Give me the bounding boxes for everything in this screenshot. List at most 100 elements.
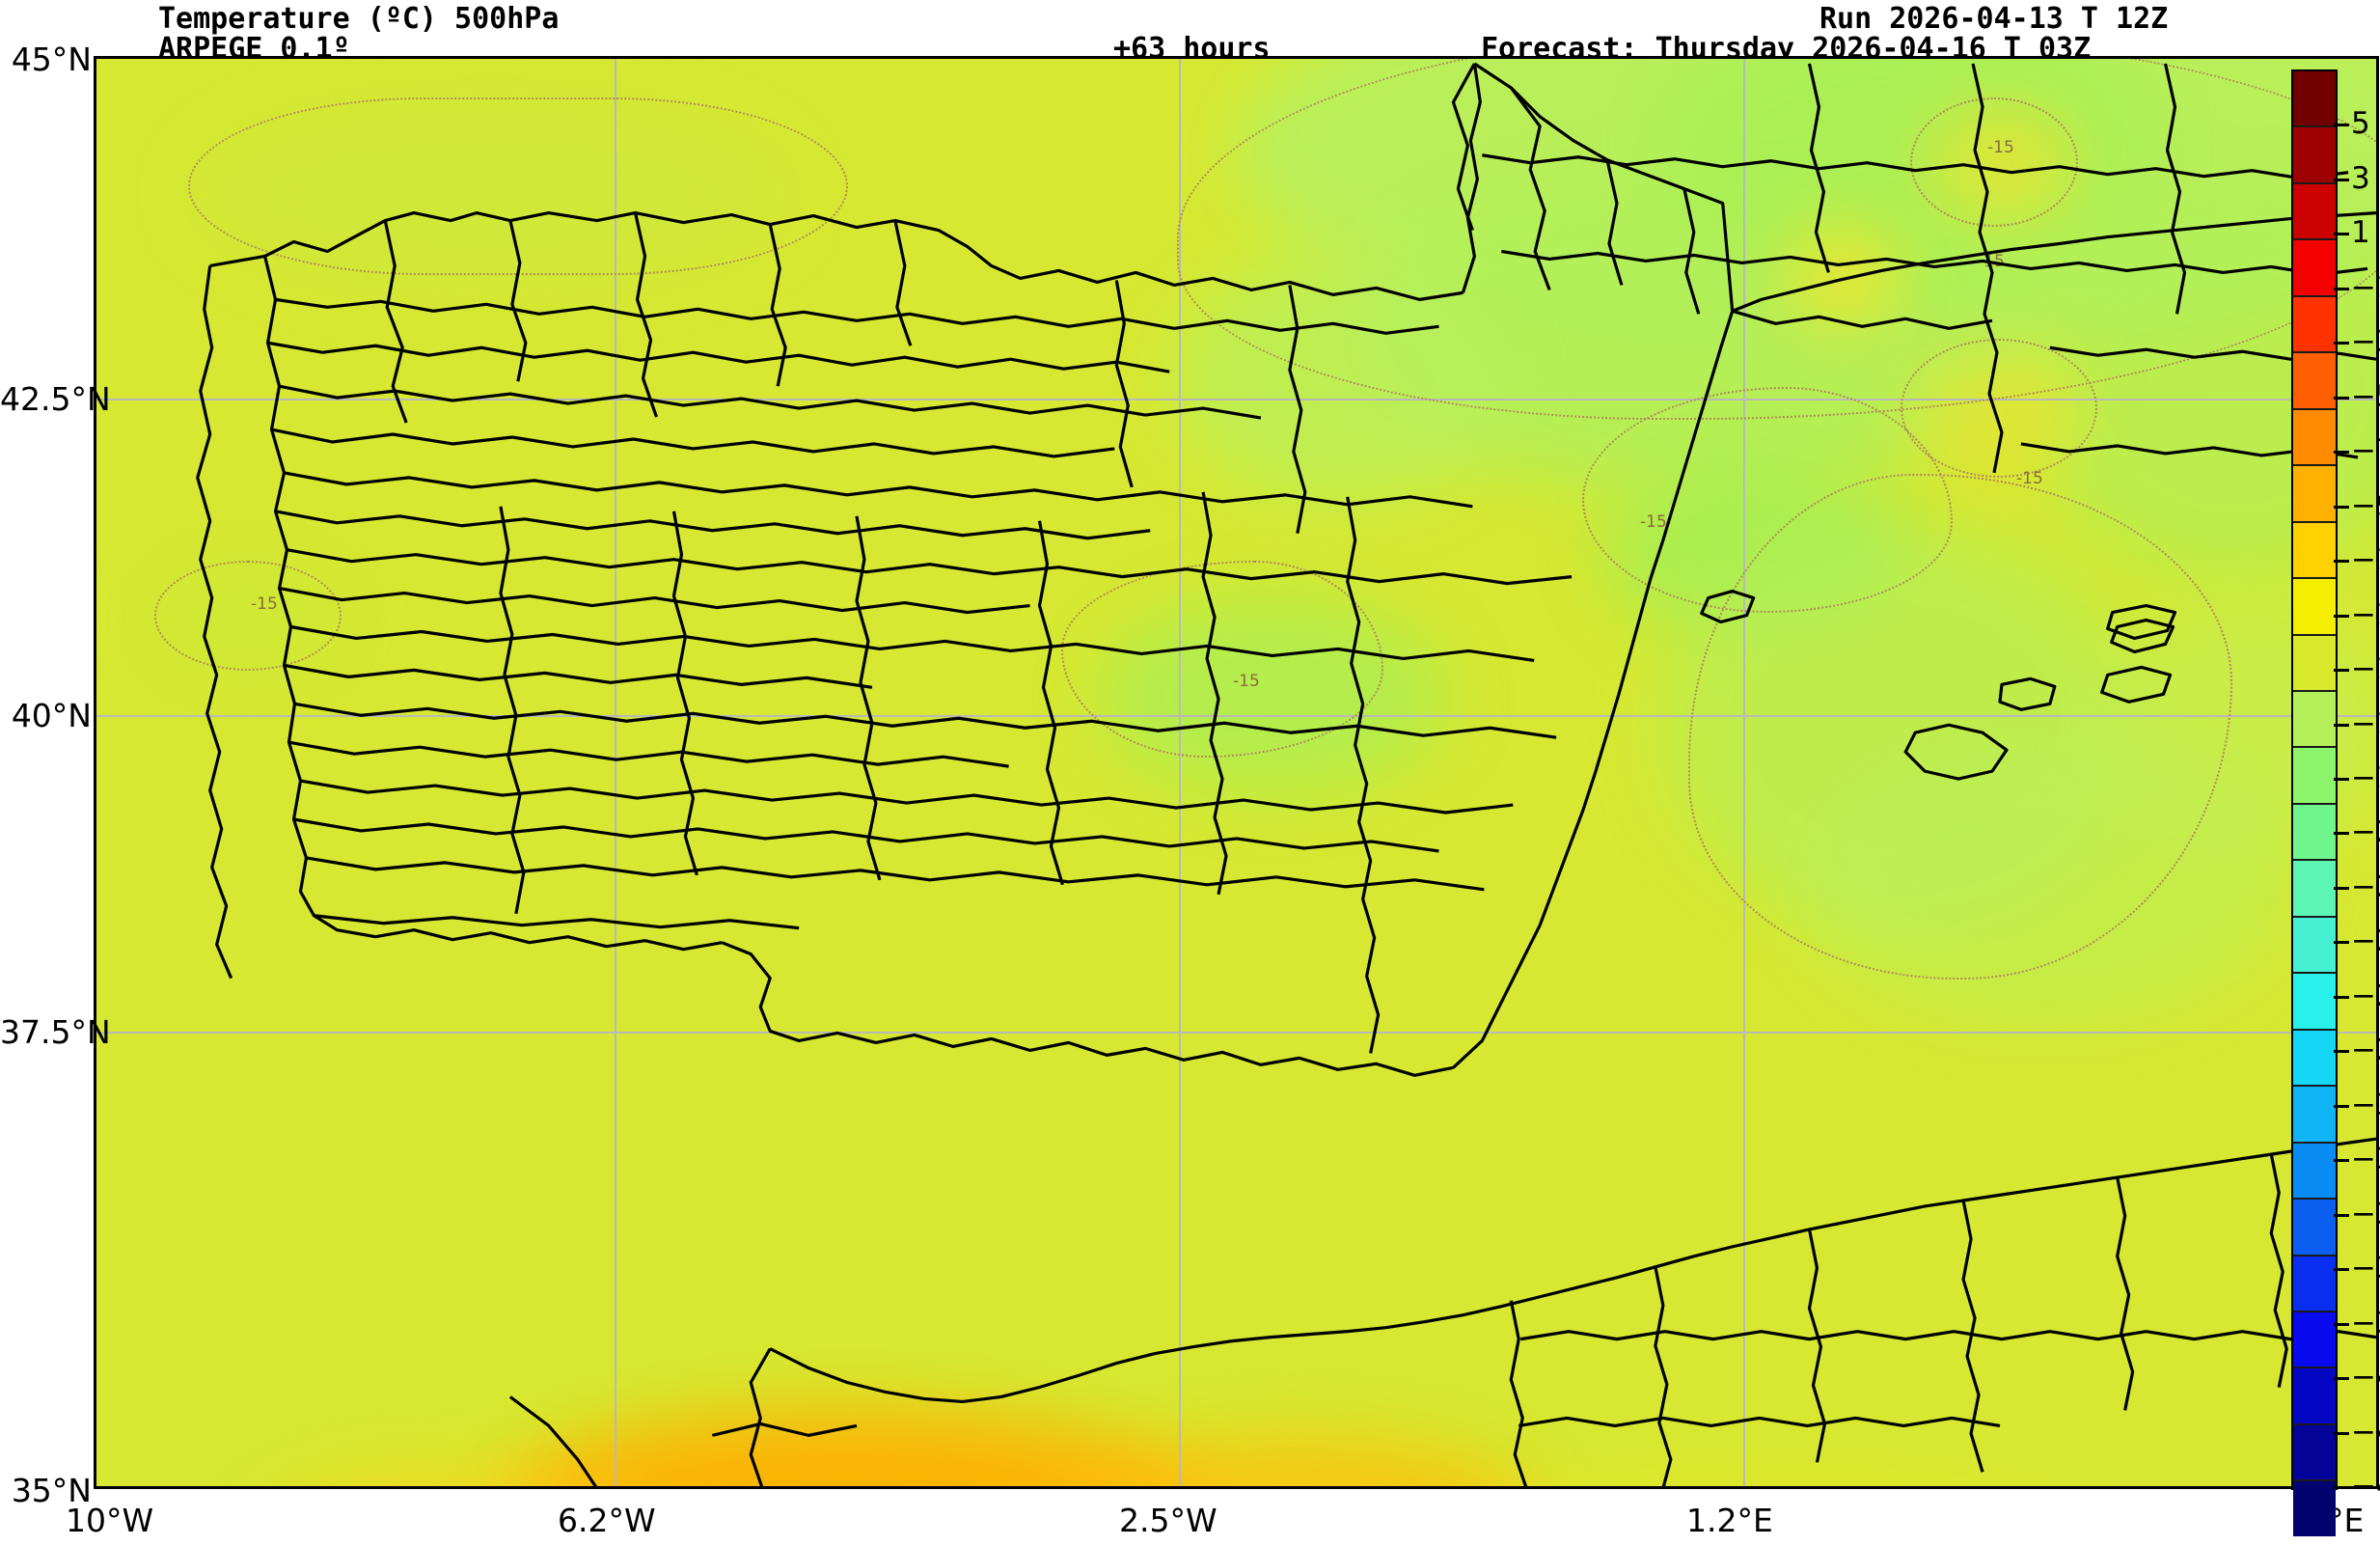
colorbar-tick	[2334, 1268, 2349, 1272]
colorbar-segment	[2293, 1030, 2336, 1088]
colorbar-tick	[2334, 1322, 2349, 1326]
coastline-and-borders	[196, 62, 2376, 1486]
colorbar-tick-label: −1	[2351, 269, 2380, 305]
axis-label-lon: 2.5°W	[1119, 1502, 1217, 1539]
run-label: Run 2026-04-13 T 12Z	[1819, 2, 2169, 36]
contour-label: -15	[1640, 512, 1667, 532]
contour-label: -15	[1233, 672, 1260, 691]
colorbar-tick	[2334, 1486, 2349, 1489]
colorbar-segment	[2293, 296, 2336, 354]
axis-label-lon: 10°W	[66, 1502, 154, 1539]
colorbar-tick-label: −3	[2351, 324, 2380, 360]
colorbar-tick-label: −35	[2351, 1196, 2380, 1231]
colorbar-segment	[2293, 1200, 2336, 1256]
colorbar-segment	[2293, 409, 2336, 467]
colorbar-segment	[2293, 748, 2336, 805]
axis-label-lon: 1.2°E	[1686, 1502, 1773, 1539]
colorbar-tick-label: −5	[2351, 378, 2380, 414]
colorbar-tick-label: −25	[2351, 924, 2380, 959]
colorbar-segment	[2293, 1368, 2336, 1425]
colorbar-tick-label: −33	[2351, 1142, 2380, 1177]
colorbar-segment	[2293, 861, 2336, 918]
colorbar-tick	[2334, 941, 2349, 945]
colorbar-segment	[2293, 240, 2336, 297]
map-plot-area: -15 -15 -15 -15 -15 -15	[94, 56, 2379, 1489]
colorbar-tick	[2334, 832, 2349, 836]
gridline-lon-6-2	[615, 59, 616, 1486]
colorbar-segment	[2293, 635, 2336, 692]
colorbar-tick	[2334, 451, 2349, 455]
colorbar-segment	[2293, 1087, 2336, 1144]
colorbar-segment	[2293, 466, 2336, 523]
contour-label: -15	[1987, 138, 2014, 157]
colorbar-tick-label: −29	[2351, 1033, 2380, 1068]
colorbar-segment	[2293, 1424, 2336, 1482]
axis-label-lat: 35°N	[11, 1472, 92, 1509]
colorbar-tick	[2334, 396, 2349, 400]
colorbar-tick-label: −13	[2351, 596, 2380, 632]
colorbar-tick-label: 5	[2351, 106, 2370, 142]
gridline-lat-37-5	[96, 1032, 2376, 1034]
colorbar-tick-label: −19	[2351, 760, 2380, 795]
gridline-lat-40	[96, 715, 2376, 717]
colorbar-tick	[2334, 287, 2349, 290]
colorbar-tick-label: −45	[2351, 1469, 2380, 1504]
colorbar-tick	[2334, 178, 2349, 181]
axis-label-lat: 37.5°N	[0, 1013, 111, 1051]
colorbar-segment	[2293, 183, 2336, 241]
colorbar-tick-label: −15	[2351, 651, 2380, 687]
colorbar-segment	[2293, 71, 2336, 128]
colorbar-tick-label: 1	[2351, 215, 2370, 251]
colorbar-tick-label: −31	[2351, 1087, 2380, 1122]
colorbar-segment	[2293, 127, 2336, 184]
colorbar-segment	[2293, 1256, 2336, 1312]
colorbar-tick	[2334, 669, 2349, 673]
gridline-lat-42-5	[96, 399, 2376, 400]
colorbar-tick	[2334, 233, 2349, 236]
colorbar-tick	[2334, 1377, 2349, 1381]
colorbar-tick-label: −11	[2351, 542, 2380, 578]
colorbar-tick	[2334, 614, 2349, 618]
colorbar-tick-label: −9	[2351, 487, 2380, 523]
colorbar-tick-label: −41	[2351, 1360, 2380, 1395]
colorbar-tick	[2334, 886, 2349, 890]
chart-header: Temperature (ºC) 500hPa ARPEGE 0.1º +63 …	[0, 0, 2380, 66]
colorbar-tick-label: −23	[2351, 869, 2380, 904]
contour-label: -15	[251, 594, 278, 614]
colorbar-tick-label: −27	[2351, 978, 2380, 1013]
colorbar-segment	[2293, 1143, 2336, 1201]
gridline-lon-2-5	[1179, 59, 1181, 1486]
colorbar-segment	[2293, 1481, 2336, 1536]
colorbar-tick	[2334, 342, 2349, 345]
colorbar-tick-label: −43	[2351, 1414, 2380, 1449]
colorbar-segment	[2293, 579, 2336, 636]
colorbar-tick-label: −39	[2351, 1305, 2380, 1340]
colorbar-tick	[2334, 1213, 2349, 1217]
colorbar	[2291, 69, 2338, 1536]
gridline-lon-1-2	[1743, 59, 1745, 1486]
colorbar-tick	[2334, 723, 2349, 727]
colorbar-segment	[2293, 691, 2336, 749]
colorbar-tick-label: −37	[2351, 1251, 2380, 1286]
colorbar-tick	[2334, 778, 2349, 781]
page-title: Temperature (ºC) 500hPa	[158, 2, 560, 36]
colorbar-segment	[2293, 974, 2336, 1031]
colorbar-tick	[2334, 560, 2349, 564]
contour-label: -15	[2016, 469, 2043, 488]
axis-label-lat: 45°N	[11, 41, 92, 78]
colorbar-tick-label: −7	[2351, 433, 2380, 469]
colorbar-tick	[2334, 995, 2349, 999]
colorbar-tick-label: −17	[2351, 705, 2380, 741]
colorbar-segment	[2293, 353, 2336, 410]
axis-label-lat: 42.5°N	[0, 380, 111, 418]
colorbar-tick	[2334, 1104, 2349, 1108]
axis-label-lon: 6.2°W	[558, 1502, 656, 1539]
colorbar-tick	[2334, 124, 2349, 127]
colorbar-segment	[2293, 804, 2336, 862]
colorbar-tick-label: 3	[2351, 160, 2370, 196]
colorbar-segment	[2293, 917, 2336, 975]
colorbar-tick	[2334, 505, 2349, 509]
colorbar-tick	[2334, 1159, 2349, 1163]
axis-label-lat: 40°N	[11, 697, 92, 734]
colorbar-tick-label: −21	[2351, 814, 2380, 850]
